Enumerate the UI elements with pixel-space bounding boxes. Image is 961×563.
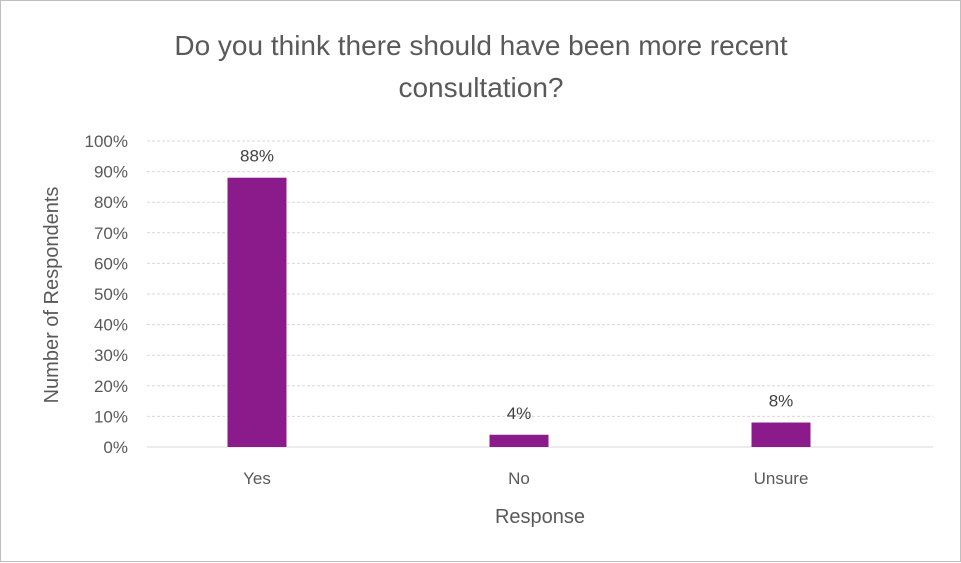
y-tick-label: 90% xyxy=(94,163,128,182)
x-axis-ticks: Yes No Unsure xyxy=(243,469,808,488)
y-tick-label: 60% xyxy=(94,254,128,273)
data-label-no: 4% xyxy=(507,404,532,423)
bars xyxy=(227,177,811,447)
x-tick-label-no: No xyxy=(508,469,530,488)
data-labels: 88% 4% 8% xyxy=(240,147,793,423)
y-tick-label: 40% xyxy=(94,316,128,335)
data-label-yes: 88% xyxy=(240,147,274,166)
bar-unsure xyxy=(751,422,811,447)
y-tick-label: 30% xyxy=(94,346,128,365)
y-tick-label: 20% xyxy=(94,377,128,396)
bar-yes xyxy=(227,177,287,447)
y-axis-title: Number of Respondents xyxy=(41,187,63,404)
chart-title-line-1: Do you think there should have been more… xyxy=(174,30,787,61)
y-tick-label: 100% xyxy=(85,132,128,151)
y-tick-label: 50% xyxy=(94,285,128,304)
y-tick-label: 10% xyxy=(94,407,128,426)
y-axis-ticks: 0% 10% 20% 30% 40% 50% 60% 70% 80% 90% 100% xyxy=(85,132,128,457)
x-tick-label-yes: Yes xyxy=(243,469,271,488)
x-tick-label-unsure: Unsure xyxy=(754,469,809,488)
y-tick-label: 0% xyxy=(103,438,128,457)
bar-no xyxy=(489,434,549,447)
data-label-unsure: 8% xyxy=(769,392,794,411)
y-tick-label: 80% xyxy=(94,193,128,212)
x-axis-title: Response xyxy=(495,506,585,528)
y-tick-label: 70% xyxy=(94,224,128,243)
chart-title-line-2: consultation? xyxy=(398,72,563,103)
